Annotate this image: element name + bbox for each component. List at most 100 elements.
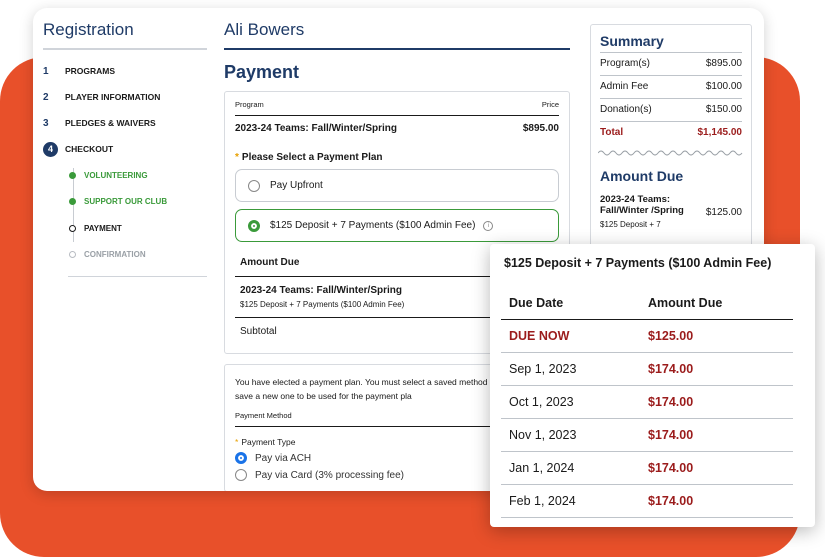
amount-item-subtitle: $125 Deposit + 7 Payments ($100 Admin Fe… [240, 300, 405, 309]
amount-due: $174.00 [648, 362, 694, 376]
pay-option-label: Pay via ACH [255, 452, 312, 464]
option-pay-upfront[interactable]: Pay Upfront [235, 169, 559, 202]
amount-due-item-details: 2023-24 Teams: Fall/Winter /Spring $125 … [600, 194, 690, 230]
summary-row-total: Total $1,145.00 [600, 122, 742, 144]
amount-due-header: Amount Due [235, 249, 559, 277]
summary-title: Summary [600, 33, 742, 53]
due-date: Jan 1, 2024 [509, 461, 575, 475]
substep-support-our-club[interactable]: SUPPORT OUR CLUB [68, 189, 207, 216]
wavy-divider [597, 150, 743, 156]
summary-value: $100.00 [705, 81, 742, 92]
payment-plan-panel: Program Price 2023-24 Teams: Fall/Winter… [224, 91, 570, 354]
schedule-header: Due Date Amount Due [501, 286, 793, 320]
payment-method-panel: You have elected a payment plan. You mus… [224, 364, 570, 491]
payment-type-label: * Payment Type [235, 437, 559, 447]
radio-button[interactable] [248, 179, 260, 192]
step-pledges-waivers[interactable]: 3 PLEDGES & WAIVERS [43, 110, 207, 136]
substep-payment[interactable]: PAYMENT [68, 215, 207, 242]
summary-label: Program(s) [600, 58, 651, 69]
substep-label: VOLUNTEERING [84, 170, 148, 180]
substep-connector [73, 168, 74, 242]
radio-button[interactable] [235, 469, 247, 481]
payment-schedule-popover: $125 Deposit + 7 Payments ($100 Admin Fe… [490, 244, 815, 527]
amount-due-item: 2023-24 Teams: Fall/Winter /Spring $125 … [600, 194, 742, 230]
payment-method-header: Payment Method [235, 411, 559, 427]
step-number: 1 [43, 65, 49, 77]
amount-due: $174.00 [648, 395, 694, 409]
summary-label: Admin Fee [600, 81, 649, 92]
step-number: 2 [43, 91, 49, 103]
checkout-substeps: VOLUNTEERING SUPPORT OUR CLUB PAYMENT CO… [68, 162, 207, 277]
amount-due-item-subtitle: $125 Deposit + 7 [600, 220, 661, 229]
column-header-due-date: Due Date [509, 296, 564, 310]
pay-via-card-option[interactable]: Pay via Card (3% processing fee) [235, 469, 559, 481]
payment-plan-notice: You have elected a payment plan. You mus… [235, 377, 498, 401]
payment-plan-label: * Please Select a Payment Plan [235, 152, 559, 163]
program-price: $895.00 [522, 123, 559, 134]
sidebar: Registration 1 PROGRAMS 2 PLAYER INFORMA… [43, 20, 207, 277]
summary-row-programs: Program(s) $895.00 [600, 53, 742, 76]
substep-confirmation: CONFIRMATION [68, 242, 207, 269]
schedule-row: Jan 1, 2024 $174.00 [501, 452, 793, 485]
pay-via-ach-option[interactable]: Pay via ACH [235, 452, 559, 464]
amount-due-item-title: 2023-24 Teams: Fall/Winter /Spring [600, 194, 684, 216]
due-date: Oct 1, 2023 [509, 395, 574, 409]
step-programs[interactable]: 1 PROGRAMS [43, 58, 207, 84]
step-number: 3 [43, 117, 49, 129]
summary-label: Donation(s) [600, 104, 652, 115]
program-row: 2023-24 Teams: Fall/Winter/Spring $895.0… [235, 116, 559, 142]
substep-label: CONFIRMATION [84, 250, 146, 260]
amount-due: $125.00 [648, 329, 694, 343]
main-content: Ali Bowers Payment Program Price 2023-24… [224, 20, 570, 491]
substep-dot [69, 224, 76, 232]
schedule-row: DUE NOW $125.00 [501, 320, 793, 353]
step-player-information[interactable]: 2 PLAYER INFORMATION [43, 84, 207, 110]
due-date: Sep 1, 2023 [509, 362, 577, 376]
sidebar-title: Registration [43, 20, 207, 50]
total-label: Total [600, 127, 624, 138]
summary-row-donations: Donation(s) $150.00 [600, 99, 742, 122]
payment-type-label-text: Payment Type [241, 437, 296, 447]
substep-volunteering[interactable]: VOLUNTEERING [68, 162, 207, 189]
total-value: $1,145.00 [697, 127, 743, 138]
schedule-row: Sep 1, 2023 $174.00 [501, 353, 793, 386]
schedule-row: Nov 1, 2023 $174.00 [501, 419, 793, 452]
step-label: CHECKOUT [65, 144, 114, 154]
amount-due: $174.00 [648, 461, 694, 475]
step-label: PROGRAMS [65, 66, 116, 76]
amount-due-row: 2023-24 Teams: Fall/Winter/Spring $125 D… [235, 277, 559, 318]
substep-label: SUPPORT OUR CLUB [84, 197, 168, 207]
step-label: PLEDGES & WAIVERS [65, 118, 156, 128]
option-label: $125 Deposit + 7 Payments ($100 Admin Fe… [270, 220, 476, 231]
amount-due: $174.00 [648, 494, 694, 508]
radio-button-selected[interactable] [235, 452, 247, 464]
substep-dot [69, 251, 76, 259]
summary-value: $150.00 [705, 104, 742, 115]
page-title: Payment [224, 62, 300, 82]
subtotal-label: Subtotal [240, 326, 277, 337]
payment-plan-label-text: Please Select a Payment Plan [241, 152, 383, 163]
required-marker: * [235, 152, 239, 163]
column-header-program: Program [235, 100, 264, 109]
pay-option-label: Pay via Card (3% processing fee) [255, 469, 404, 481]
substep-label: PAYMENT [84, 223, 122, 233]
option-deposit-plan[interactable]: $125 Deposit + 7 Payments ($100 Admin Fe… [235, 209, 559, 242]
amount-item-title: 2023-24 Teams: Fall/Winter/Spring [240, 285, 402, 296]
schedule-row: Oct 1, 2023 $174.00 [501, 386, 793, 419]
payment-schedule-table: Due Date Amount Due DUE NOW $125.00 Sep … [501, 286, 793, 518]
amount-due-item-value: $125.00 [705, 206, 742, 218]
required-marker: * [235, 437, 239, 447]
program-name: 2023-24 Teams: Fall/Winter/Spring [235, 123, 397, 134]
info-icon[interactable]: i [483, 220, 494, 231]
radio-button-selected[interactable] [248, 219, 260, 232]
step-checkout[interactable]: 4 CHECKOUT [43, 136, 207, 162]
schedule-row: Feb 1, 2024 $174.00 [501, 485, 793, 518]
summary-value: $895.00 [705, 58, 742, 69]
amount-due: $174.00 [648, 428, 694, 442]
column-header-amount-due: Amount Due [648, 296, 723, 310]
substep-dot [69, 198, 76, 206]
step-label: PLAYER INFORMATION [65, 92, 161, 102]
popover-title: $125 Deposit + 7 Payments ($100 Admin Fe… [504, 256, 772, 270]
program-table-header: Program Price [235, 100, 559, 116]
player-name: Ali Bowers [224, 20, 570, 50]
